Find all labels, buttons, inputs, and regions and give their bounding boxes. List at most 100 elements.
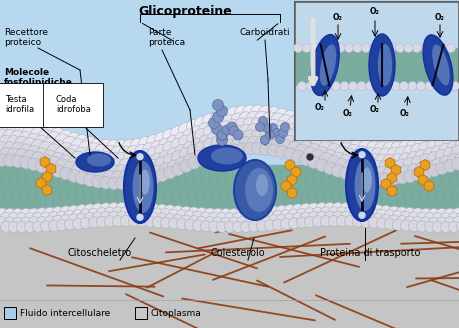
Circle shape: [419, 154, 432, 167]
Circle shape: [347, 157, 360, 170]
Circle shape: [373, 81, 382, 91]
Circle shape: [52, 215, 64, 227]
Circle shape: [283, 205, 296, 218]
Text: Recettore
proteico: Recettore proteico: [4, 28, 48, 48]
Circle shape: [151, 153, 164, 167]
Circle shape: [307, 156, 319, 169]
Text: Parte
proteica: Parte proteica: [148, 28, 185, 48]
Circle shape: [0, 141, 9, 155]
Circle shape: [232, 221, 243, 233]
Circle shape: [40, 221, 51, 232]
Circle shape: [68, 214, 80, 226]
Circle shape: [51, 165, 64, 177]
Circle shape: [312, 216, 323, 227]
Circle shape: [83, 161, 96, 175]
Circle shape: [263, 136, 276, 150]
Circle shape: [92, 212, 104, 224]
Circle shape: [419, 208, 431, 221]
Circle shape: [418, 129, 432, 144]
Ellipse shape: [368, 34, 394, 96]
Circle shape: [195, 208, 208, 221]
Circle shape: [138, 136, 153, 152]
Circle shape: [227, 132, 240, 145]
Circle shape: [434, 137, 448, 151]
Circle shape: [56, 211, 68, 223]
Circle shape: [263, 124, 276, 138]
Circle shape: [11, 209, 24, 221]
Circle shape: [156, 213, 168, 225]
Circle shape: [251, 207, 264, 220]
Circle shape: [20, 156, 32, 169]
Circle shape: [239, 124, 252, 138]
Text: Glicoproteine: Glicoproteine: [138, 5, 231, 18]
Circle shape: [171, 151, 185, 164]
Circle shape: [203, 138, 216, 152]
Circle shape: [219, 133, 232, 147]
Circle shape: [398, 140, 412, 155]
Circle shape: [168, 218, 179, 229]
Circle shape: [371, 205, 384, 218]
Circle shape: [200, 220, 211, 232]
Circle shape: [330, 127, 345, 142]
Circle shape: [449, 120, 459, 135]
Circle shape: [223, 139, 236, 153]
Circle shape: [100, 212, 112, 223]
Circle shape: [135, 157, 149, 171]
Circle shape: [106, 140, 121, 155]
Circle shape: [384, 218, 395, 230]
Circle shape: [114, 140, 129, 155]
Circle shape: [406, 152, 420, 165]
Circle shape: [224, 221, 235, 233]
Circle shape: [187, 207, 200, 220]
Circle shape: [48, 212, 60, 224]
Circle shape: [217, 130, 226, 140]
Circle shape: [425, 127, 441, 142]
Circle shape: [403, 208, 415, 220]
Circle shape: [274, 121, 288, 135]
Circle shape: [260, 135, 269, 145]
Circle shape: [32, 213, 44, 225]
Circle shape: [104, 216, 115, 227]
Circle shape: [147, 204, 160, 217]
Circle shape: [2, 117, 17, 132]
Circle shape: [322, 81, 331, 91]
Circle shape: [3, 142, 17, 155]
Circle shape: [431, 213, 443, 225]
Circle shape: [224, 213, 235, 225]
Circle shape: [378, 148, 392, 162]
Circle shape: [455, 221, 459, 232]
Circle shape: [374, 142, 388, 156]
Circle shape: [80, 217, 91, 229]
Circle shape: [435, 209, 448, 221]
Circle shape: [171, 138, 185, 153]
Circle shape: [426, 209, 440, 221]
Circle shape: [335, 207, 347, 219]
Circle shape: [290, 113, 305, 128]
Circle shape: [339, 211, 351, 223]
Circle shape: [429, 44, 437, 52]
Circle shape: [75, 159, 89, 173]
Ellipse shape: [124, 151, 156, 223]
Circle shape: [271, 210, 284, 223]
Circle shape: [391, 211, 403, 223]
Circle shape: [302, 44, 310, 52]
Circle shape: [195, 154, 208, 166]
Circle shape: [148, 212, 160, 224]
Circle shape: [15, 124, 29, 138]
Circle shape: [211, 148, 224, 160]
Circle shape: [55, 134, 69, 149]
Text: Proteina di trasporto: Proteina di trasporto: [319, 248, 419, 258]
Circle shape: [36, 160, 48, 173]
Circle shape: [454, 151, 459, 164]
Circle shape: [218, 121, 233, 135]
Circle shape: [50, 128, 65, 143]
Circle shape: [240, 221, 251, 232]
Ellipse shape: [345, 149, 377, 221]
Circle shape: [258, 106, 273, 121]
Circle shape: [315, 203, 328, 216]
Circle shape: [172, 214, 184, 226]
Circle shape: [272, 219, 283, 230]
Circle shape: [215, 129, 229, 143]
Circle shape: [362, 135, 377, 150]
Circle shape: [99, 203, 112, 216]
